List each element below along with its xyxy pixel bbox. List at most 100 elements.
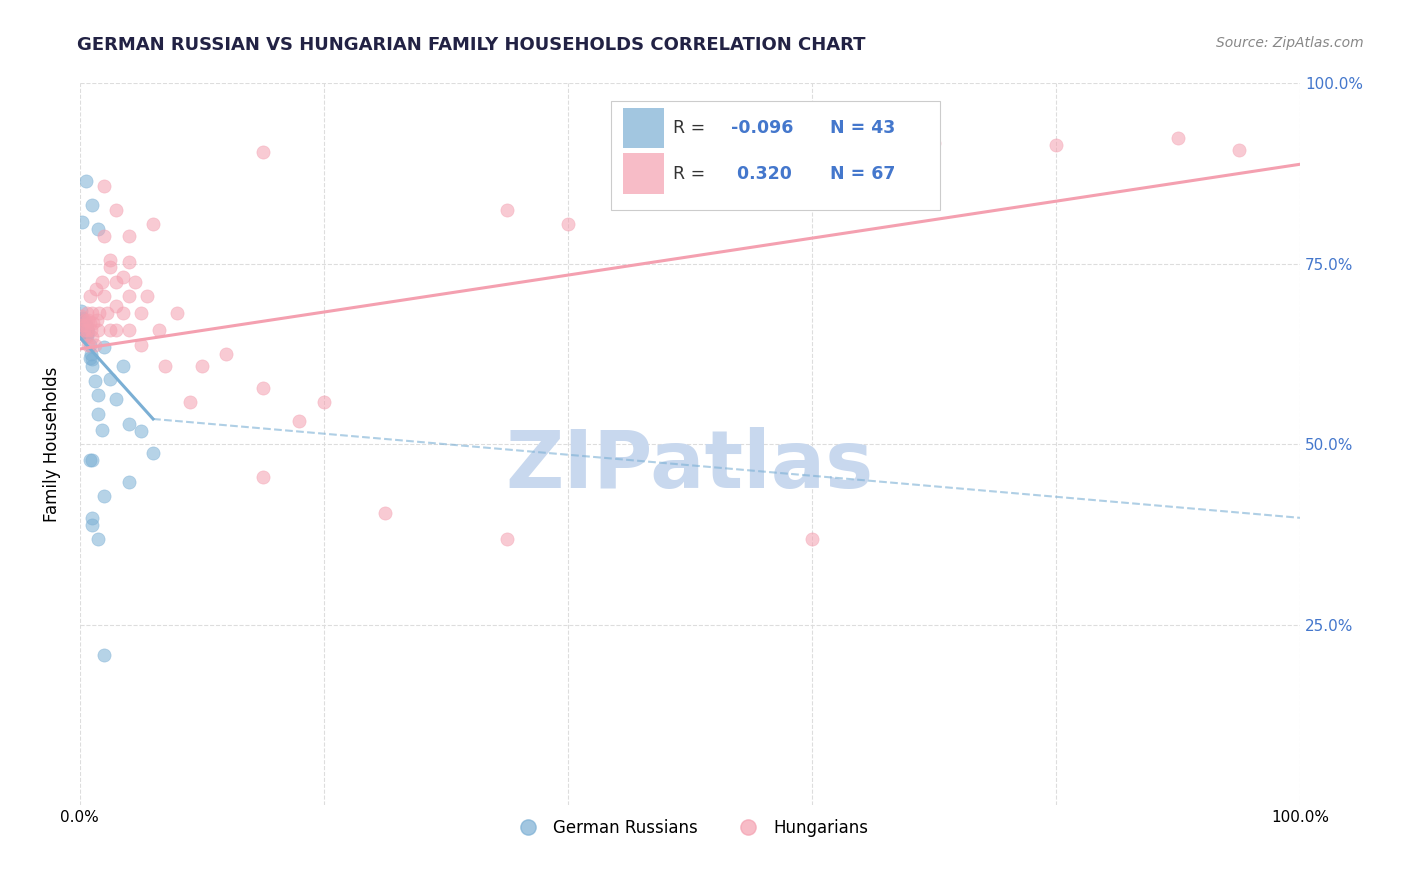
Point (1045, 137, 1067, 152)
Point (129, 306, 152, 320)
Point (79, 337, 101, 351)
Point (118, 289, 141, 303)
Point (76, 306, 98, 320)
Point (922, 136, 945, 150)
Point (118, 229, 141, 244)
Point (80, 347, 103, 361)
Point (557, 217, 579, 231)
Point (72, 323, 94, 337)
Point (118, 475, 141, 489)
Point (75, 318, 97, 333)
Point (70, 303, 93, 318)
Point (72, 316, 94, 330)
Point (679, 160, 702, 174)
Point (800, 533, 823, 547)
Point (87, 323, 110, 337)
Point (100, 323, 122, 337)
FancyBboxPatch shape (623, 153, 664, 194)
Y-axis label: Family Households: Family Households (44, 367, 60, 522)
Point (80, 352, 103, 367)
Point (89, 306, 111, 320)
Point (79, 453, 101, 467)
Point (87, 533, 110, 547)
Point (105, 323, 128, 337)
Text: N = 43: N = 43 (831, 120, 896, 137)
Point (215, 347, 238, 361)
Point (72, 318, 94, 333)
Point (76, 323, 98, 337)
Point (288, 414, 311, 428)
Point (76, 322, 98, 336)
Point (82, 316, 104, 330)
Point (80, 511, 103, 525)
Point (111, 269, 134, 284)
Text: Source: ZipAtlas.com: Source: ZipAtlas.com (1216, 36, 1364, 50)
Point (118, 323, 141, 337)
Point (252, 381, 274, 395)
Point (79, 289, 101, 303)
Point (166, 306, 188, 320)
Point (93, 489, 115, 503)
Text: -0.096: -0.096 (731, 120, 794, 137)
Point (87, 407, 110, 421)
Point (77, 313, 100, 327)
Point (75, 174, 97, 188)
Point (179, 395, 201, 409)
Point (679, 128, 702, 143)
Point (72, 215, 94, 229)
FancyBboxPatch shape (610, 102, 941, 210)
Point (148, 323, 170, 337)
Point (80, 197, 103, 211)
Point (111, 359, 134, 374)
Point (496, 202, 519, 217)
Point (136, 289, 159, 303)
Point (72, 310, 94, 325)
Point (70, 309, 93, 323)
Point (79, 316, 101, 330)
Point (90, 423, 112, 437)
Text: N = 67: N = 67 (831, 165, 896, 183)
Point (90, 275, 112, 289)
Point (80, 330, 103, 344)
Point (96, 306, 118, 320)
Point (105, 275, 128, 289)
Point (80, 306, 103, 320)
Point (100, 260, 122, 275)
Point (100, 253, 122, 268)
Point (72, 322, 94, 336)
Point (84, 282, 107, 296)
Point (1167, 130, 1189, 145)
Point (77, 337, 100, 351)
Text: ZIPatlas: ZIPatlas (506, 427, 875, 505)
Point (93, 178, 115, 193)
Point (105, 202, 128, 217)
Point (142, 446, 165, 460)
Point (73, 322, 96, 336)
Point (80, 453, 103, 467)
Point (105, 392, 128, 407)
Point (75, 318, 97, 333)
Text: R =: R = (673, 120, 710, 137)
Text: 0.320: 0.320 (731, 165, 793, 183)
Point (86, 313, 108, 327)
Point (129, 424, 152, 438)
Point (155, 359, 177, 374)
Point (83, 337, 105, 351)
Point (73, 326, 96, 340)
Point (72, 318, 94, 333)
Point (75, 329, 97, 343)
Point (70, 314, 93, 328)
Point (124, 275, 146, 289)
Point (93, 229, 115, 244)
Point (76, 329, 98, 343)
Point (80, 323, 103, 337)
Point (77, 326, 100, 340)
Point (73, 313, 96, 327)
Point (252, 469, 274, 483)
FancyBboxPatch shape (623, 108, 664, 148)
Point (191, 359, 214, 374)
Point (142, 217, 165, 231)
Point (79, 351, 101, 365)
Point (496, 533, 519, 547)
Text: GERMAN RUSSIAN VS HUNGARIAN FAMILY HOUSEHOLDS CORRELATION CHART: GERMAN RUSSIAN VS HUNGARIAN FAMILY HOUSE… (77, 36, 866, 54)
